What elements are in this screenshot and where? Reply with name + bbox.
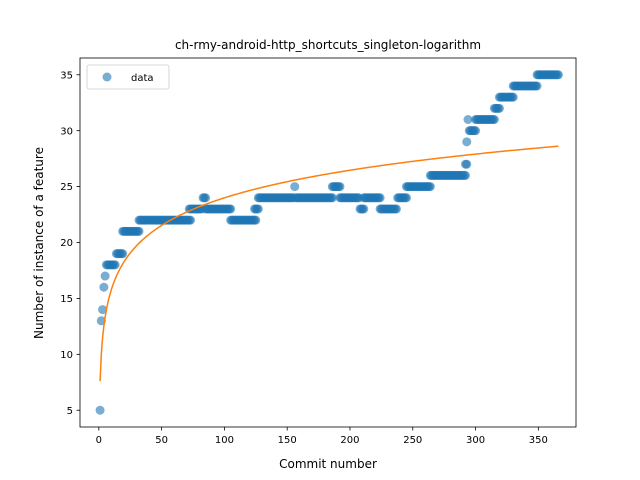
data-point (532, 81, 542, 91)
data-point (462, 159, 472, 169)
x-tick-label: 150 (278, 435, 297, 446)
data-point (99, 282, 109, 292)
y-tick-label: 20 (60, 238, 73, 249)
fit-line (99, 145, 559, 382)
y-axis-label: Number of instance of a feature (32, 147, 46, 339)
x-tick-label: 250 (403, 435, 422, 446)
legend-label: data (131, 73, 154, 84)
data-point (401, 193, 411, 203)
y-tick-label: 10 (60, 350, 73, 361)
data-point (226, 204, 236, 214)
data-point (489, 115, 499, 124)
data-point (290, 182, 300, 192)
data-point (508, 92, 518, 102)
data-point (471, 126, 481, 136)
data-point (553, 70, 563, 80)
data-point (118, 249, 128, 259)
data-point (461, 170, 470, 180)
data-points (95, 70, 563, 415)
y-tick-label: 30 (60, 126, 73, 137)
plot-area (95, 70, 563, 415)
data-point (327, 193, 337, 203)
y-axis-ticks: 5 10 15 20 25 30 35 (60, 70, 80, 417)
data-point (375, 193, 385, 203)
legend: data (86, 64, 170, 90)
x-axis-label: Commit number (279, 457, 377, 471)
x-tick-label: 50 (155, 435, 168, 446)
data-point (201, 193, 211, 203)
y-tick-label: 15 (60, 294, 73, 305)
x-axis-ticks: 0 50 100 150 200 250 300 350 (96, 427, 548, 446)
data-point (462, 137, 472, 147)
data-point (359, 204, 369, 214)
data-point (110, 260, 120, 270)
data-point (134, 226, 144, 236)
data-point (100, 271, 110, 281)
x-tick-label: 300 (466, 435, 485, 446)
x-tick-label: 100 (215, 435, 234, 446)
y-tick-label: 25 (60, 182, 73, 193)
data-point (253, 204, 263, 214)
x-tick-label: 0 (96, 435, 102, 446)
data-point (335, 182, 345, 192)
chart-title: ch-rmy-android-http_shortcuts_singleton-… (175, 38, 481, 52)
y-tick-label: 35 (60, 70, 73, 81)
data-point (391, 204, 401, 214)
data-point (425, 182, 435, 192)
y-tick-label: 5 (67, 406, 73, 417)
x-tick-label: 200 (340, 435, 359, 446)
data-point (251, 215, 261, 225)
legend-box (86, 64, 170, 90)
legend-marker (102, 72, 112, 82)
data-point (186, 215, 195, 225)
data-point (494, 103, 504, 113)
data-point (98, 305, 108, 315)
x-tick-label: 350 (529, 435, 548, 446)
data-point (463, 115, 473, 124)
data-point (95, 405, 105, 415)
